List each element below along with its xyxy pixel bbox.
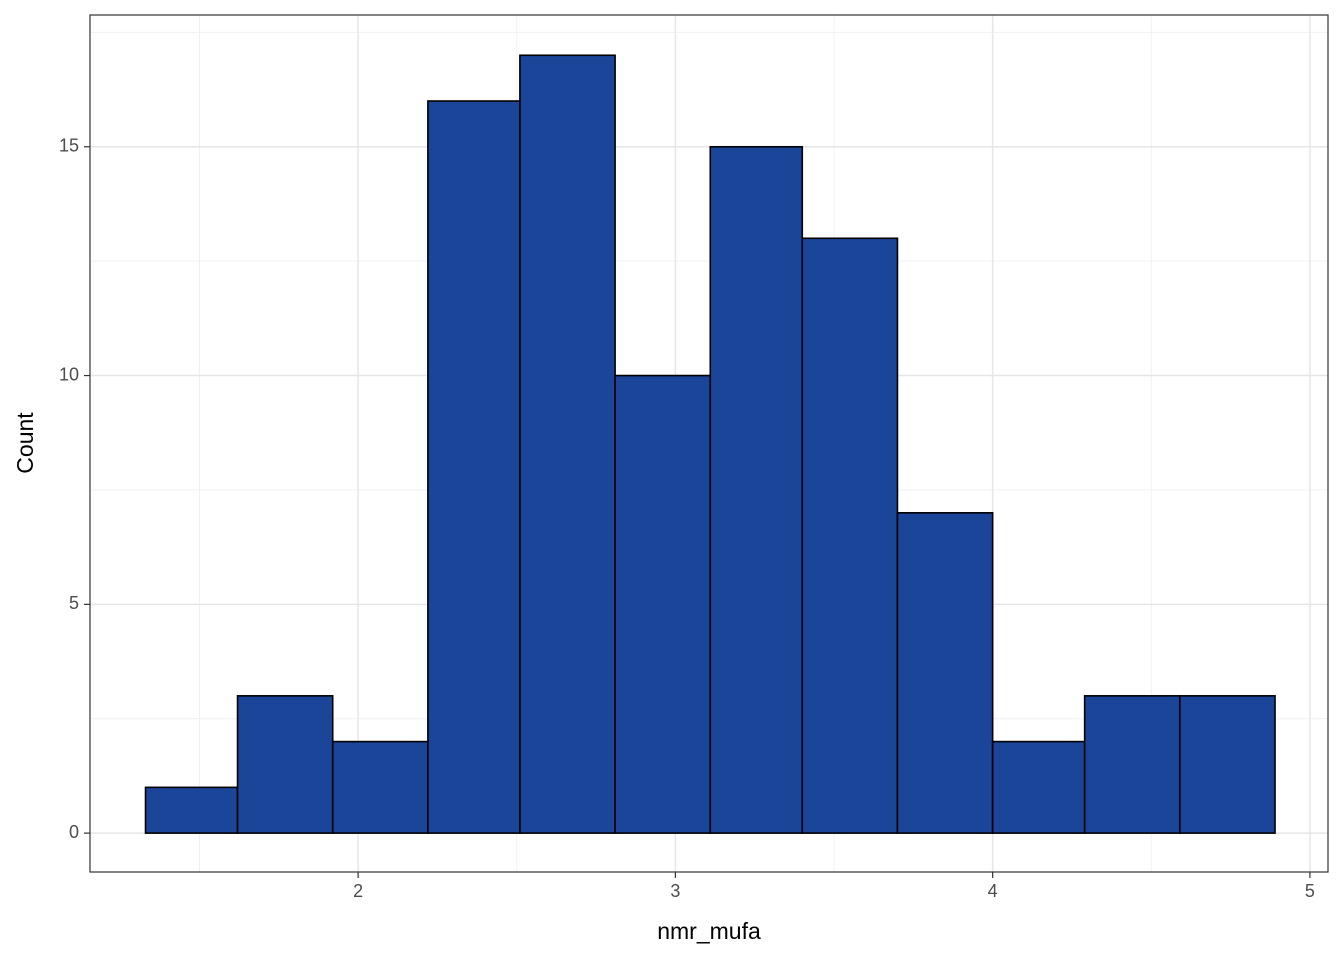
bar xyxy=(144,786,239,834)
y-tick-label: 5 xyxy=(69,593,79,613)
y-tick-label: 10 xyxy=(59,364,79,384)
x-axis-title: nmr_mufa xyxy=(657,918,761,944)
bar xyxy=(709,145,804,834)
bar xyxy=(896,512,994,834)
x-tick-label: 2 xyxy=(353,881,363,901)
bar xyxy=(801,237,899,834)
y-tick-label: 15 xyxy=(59,136,79,156)
bar xyxy=(1179,695,1276,834)
bar xyxy=(427,100,521,834)
bar xyxy=(1083,695,1181,834)
x-tick-label: 3 xyxy=(670,881,680,901)
bar xyxy=(991,740,1086,834)
x-tick-label: 4 xyxy=(988,881,998,901)
x-tick-label: 5 xyxy=(1305,881,1315,901)
bar xyxy=(236,695,334,834)
bar xyxy=(519,54,616,834)
bar xyxy=(614,374,712,834)
y-tick-label: 0 xyxy=(69,822,79,842)
y-axis-title: Count xyxy=(12,412,38,474)
bar xyxy=(331,740,429,834)
panel-border xyxy=(89,14,1329,873)
